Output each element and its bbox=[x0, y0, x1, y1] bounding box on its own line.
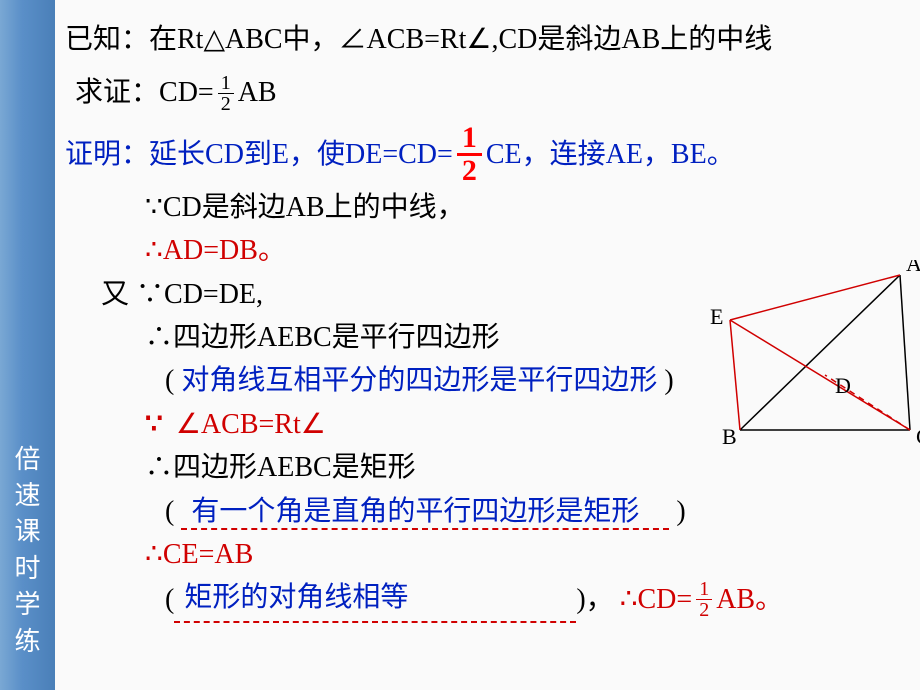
step1-frac: 1 2 bbox=[457, 123, 482, 186]
given-text: 已知：在Rt△ABC中，∠ACB=Rt∠,CD是斜边AB上的中线 bbox=[65, 24, 772, 55]
geometry-diagram: A B C D E bbox=[710, 260, 920, 460]
step8-text: ∴四边形AEBC是矩形 bbox=[145, 452, 416, 483]
step4-b: ∵CD=DE, bbox=[136, 279, 263, 310]
step4-a: 又 bbox=[101, 279, 129, 310]
sidebar-char: 课 bbox=[0, 514, 55, 550]
sidebar-char: 时 bbox=[0, 551, 55, 587]
sidebar-char: 速 bbox=[0, 478, 55, 514]
step7-b: ∠ACB=Rt∠ bbox=[176, 409, 326, 440]
step6-b: 对角线互相平分的四边形是平行四边形 bbox=[181, 365, 657, 396]
step6-a: ( bbox=[165, 365, 174, 396]
step6-c: ) bbox=[664, 365, 673, 396]
prove-line: 求证： CD= 1 2 AB bbox=[65, 71, 920, 114]
step5-text: ∴四边形AEBC是平行四边形 bbox=[145, 322, 500, 353]
proof-step9: ( 有一个角是直角的平行四边形是矩形 ) bbox=[65, 490, 920, 533]
proof-step1: 证明： 延长CD到E，使DE=CD= 1 2 CE，连接AE，BE。 bbox=[65, 123, 920, 186]
svg-text:C: C bbox=[916, 424, 920, 449]
step7-a: ∵ bbox=[145, 409, 163, 440]
prove-lhs: CD= bbox=[159, 71, 214, 114]
step11-e: AB。 bbox=[716, 578, 783, 621]
step1-a: 延长CD到E，使DE=CD= bbox=[149, 133, 453, 176]
sidebar-char: 学 bbox=[0, 587, 55, 623]
proof-step11: ( 矩形的对角线相等 )， ∴CD= 1 2 AB。 bbox=[65, 576, 920, 622]
prove-frac: 1 2 bbox=[218, 73, 234, 114]
proof-step10: ∴CE=AB bbox=[65, 533, 920, 576]
given-line: 已知：在Rt△ABC中，∠ACB=Rt∠,CD是斜边AB上的中线 bbox=[65, 18, 920, 61]
step11-c: )， bbox=[576, 578, 613, 621]
step9-a: ( bbox=[165, 496, 174, 527]
step11-b: 矩形的对角线相等 bbox=[174, 576, 576, 622]
step2-text: ∵CD是斜边AB上的中线， bbox=[145, 192, 465, 223]
prove-rhs: AB bbox=[238, 71, 277, 114]
step11-frac: 1 2 bbox=[696, 579, 712, 620]
step9-b: 有一个角是直角的平行四边形是矩形 bbox=[181, 496, 669, 530]
sidebar-strip: 倍 速 课 时 学 练 bbox=[0, 0, 55, 690]
prove-label: 求证： bbox=[75, 71, 159, 114]
sidebar-char: 倍 bbox=[0, 442, 55, 478]
svg-text:B: B bbox=[722, 424, 737, 449]
step1-b: CE，连接AE，BE。 bbox=[486, 133, 735, 176]
step11-a: ( bbox=[165, 578, 174, 621]
sidebar-title: 倍 速 课 时 学 练 bbox=[0, 442, 55, 660]
step3-text: ∴AD=DB。 bbox=[145, 235, 286, 266]
proof-step2: ∵CD是斜边AB上的中线， bbox=[65, 186, 920, 229]
svg-text:A: A bbox=[906, 260, 920, 276]
step9-c: ) bbox=[676, 496, 685, 527]
step11-d: ∴CD= bbox=[620, 578, 693, 621]
svg-text:E: E bbox=[710, 304, 723, 329]
sidebar-char: 练 bbox=[0, 624, 55, 660]
proof-label: 证明： bbox=[65, 133, 149, 176]
step10-text: ∴CE=AB bbox=[145, 539, 253, 570]
svg-text:D: D bbox=[835, 373, 851, 398]
